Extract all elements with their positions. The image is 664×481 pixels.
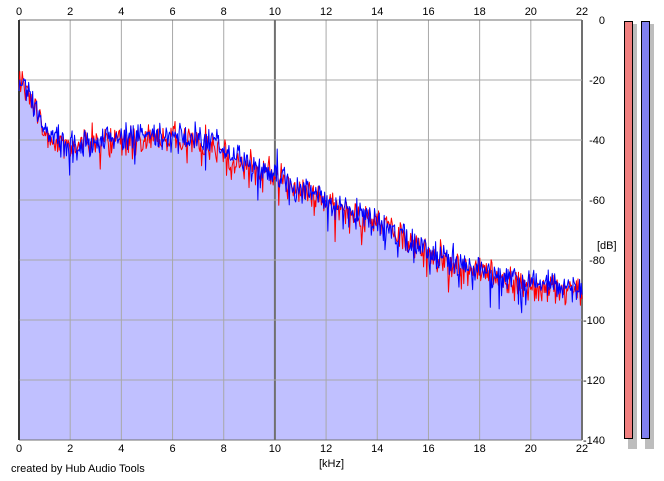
right-channel-line xyxy=(18,78,583,314)
y-tick-label: 0 xyxy=(599,15,605,27)
x-tick-label-top: 2 xyxy=(67,6,73,18)
x-tick-label-top: 18 xyxy=(474,6,486,18)
x-tick-label: 20 xyxy=(525,443,537,455)
x-tick-label-top: 12 xyxy=(320,6,332,18)
x-tick-label: 18 xyxy=(474,443,486,455)
x-tick-label: 12 xyxy=(320,443,332,455)
y-tick-label: -100 xyxy=(583,315,605,327)
y-tick-label: -20 xyxy=(589,75,605,87)
x-tick-label: 16 xyxy=(422,443,434,455)
x-axis-label: [kHz] xyxy=(319,458,345,470)
x-tick-label: 8 xyxy=(221,443,227,455)
y-tick-label: -40 xyxy=(589,135,605,147)
x-tick-label-top: 4 xyxy=(118,6,124,18)
x-tick-label: 22 xyxy=(576,443,588,455)
y-tick-label: -140 xyxy=(583,435,605,447)
left-channel-meter xyxy=(624,21,633,439)
x-tick-label-top: 22 xyxy=(576,6,588,18)
y-tick-label: -80 xyxy=(589,255,605,267)
x-tick-label-top: 14 xyxy=(371,6,383,18)
x-tick-label-top: 8 xyxy=(221,6,227,18)
footer-credit: created by Hub Audio Tools xyxy=(11,463,145,475)
spectrum-area-fill xyxy=(19,71,582,440)
y-tick-label: -60 xyxy=(589,195,605,207)
x-tick-label-top: 16 xyxy=(422,6,434,18)
x-tick-label: 2 xyxy=(67,443,73,455)
x-tick-label-top: 20 xyxy=(525,6,537,18)
x-tick-label: 4 xyxy=(118,443,124,455)
x-tick-label-top: 6 xyxy=(169,6,175,18)
x-tick-label: 10 xyxy=(269,443,281,455)
x-tick-label: 0 xyxy=(16,443,22,455)
x-tick-label-top: 0 xyxy=(16,6,22,18)
y-axis-label: [dB] xyxy=(597,240,617,252)
x-tick-label: 6 xyxy=(169,443,175,455)
right-channel-meter xyxy=(641,21,650,439)
x-tick-label-top: 10 xyxy=(269,6,281,18)
x-tick-label: 14 xyxy=(371,443,383,455)
y-tick-label: -120 xyxy=(583,375,605,387)
